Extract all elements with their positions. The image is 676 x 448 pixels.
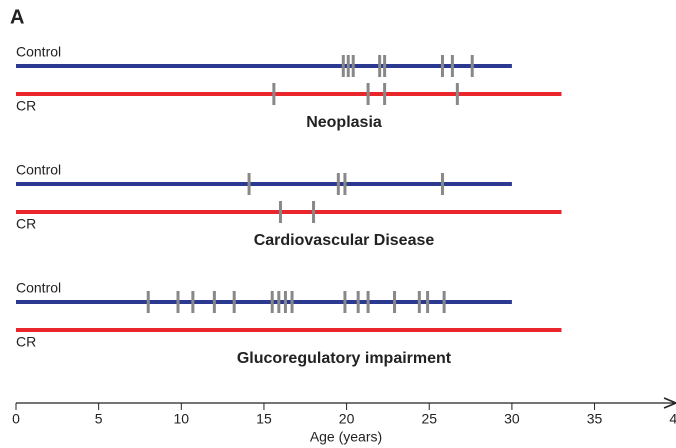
series-label: CR	[16, 98, 36, 114]
x-tick-label: 15	[256, 411, 272, 427]
x-tick-label: 5	[95, 411, 103, 427]
x-tick-label: 10	[174, 411, 190, 427]
panel-label: A	[10, 6, 24, 28]
panel-title: Glucoregulatory impairment	[237, 350, 452, 367]
x-tick-label: 25	[421, 411, 437, 427]
series-label: Control	[16, 162, 61, 178]
panel-title: Cardiovascular Disease	[254, 232, 435, 249]
series-label: CR	[16, 334, 36, 350]
series-label: Control	[16, 280, 61, 296]
x-tick-label: 0	[12, 411, 20, 427]
series-label: Control	[16, 44, 61, 60]
series-label: CR	[16, 216, 36, 232]
x-tick-label: 30	[504, 411, 520, 427]
x-tick-label: 40	[669, 411, 676, 427]
panel-title: Neoplasia	[306, 114, 382, 131]
x-tick-label: 20	[339, 411, 355, 427]
x-axis-label: Age (years)	[310, 429, 382, 445]
axis-arrow	[663, 397, 676, 409]
x-tick-label: 35	[587, 411, 603, 427]
